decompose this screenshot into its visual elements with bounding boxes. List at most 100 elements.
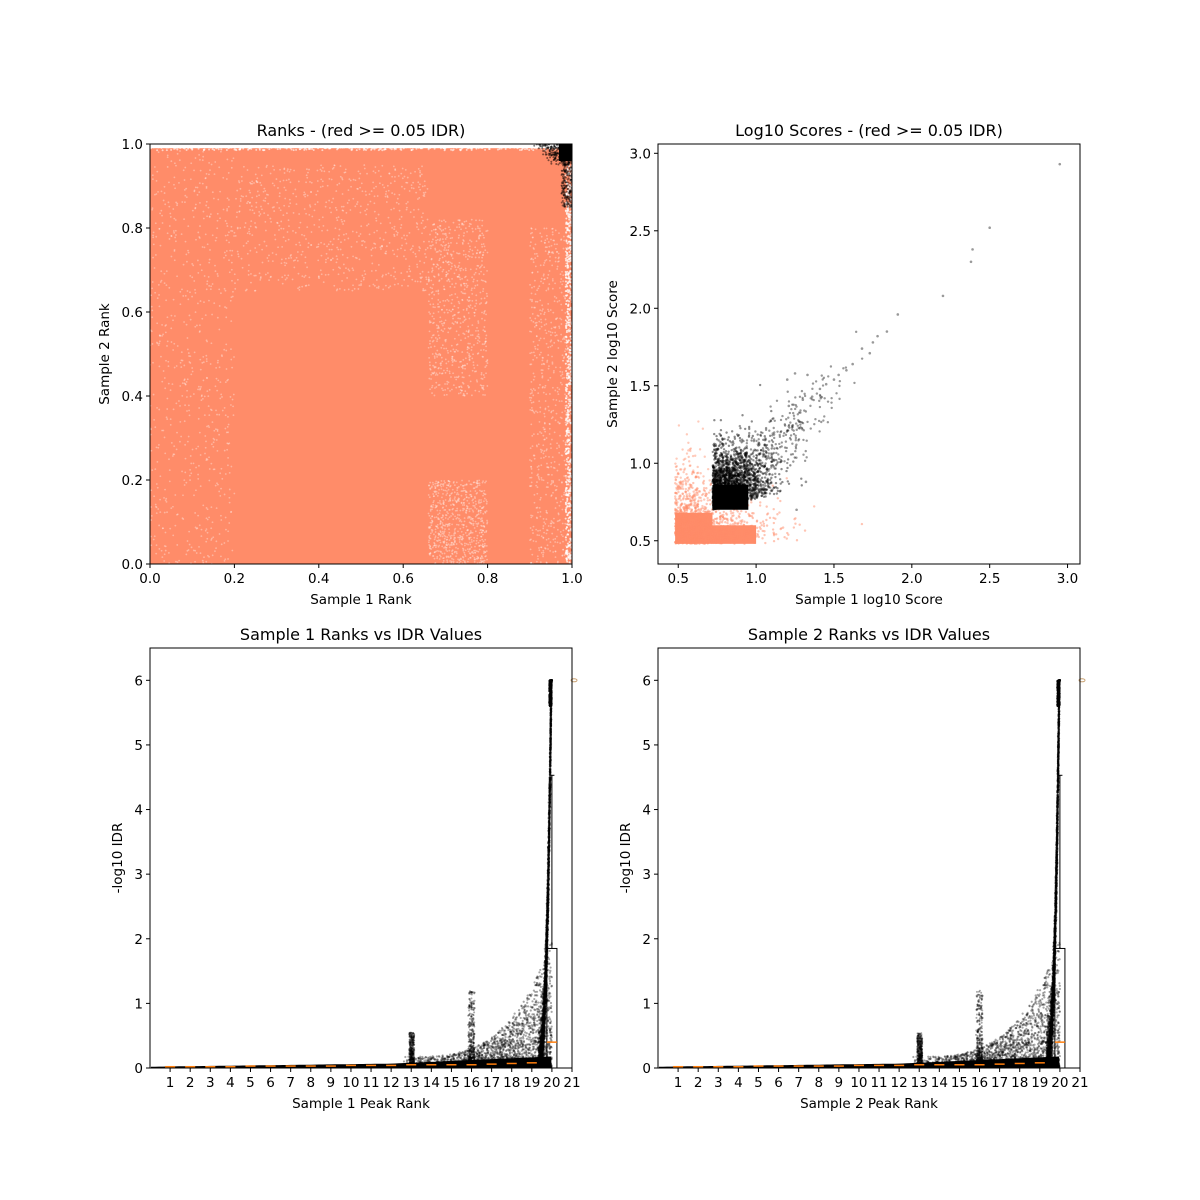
texture-point bbox=[237, 253, 240, 256]
texture-point bbox=[269, 172, 272, 175]
texture-point bbox=[198, 191, 201, 194]
texture-point bbox=[374, 243, 377, 245]
texture-point bbox=[173, 342, 176, 345]
texture-point bbox=[455, 543, 458, 545]
texture-point bbox=[438, 227, 441, 230]
texture-point bbox=[529, 392, 532, 395]
texture-point bbox=[337, 248, 340, 251]
texture-point bbox=[482, 533, 484, 536]
texture-point bbox=[322, 281, 325, 284]
texture-point bbox=[161, 334, 163, 337]
texture-point bbox=[266, 272, 269, 274]
low-idr-point bbox=[566, 146, 569, 149]
texture-point bbox=[541, 356, 544, 359]
texture-point bbox=[569, 265, 572, 268]
texture-point bbox=[452, 560, 455, 563]
texture-point bbox=[393, 207, 395, 210]
texture-point bbox=[483, 544, 486, 547]
texture-point bbox=[471, 357, 474, 360]
texture-point bbox=[173, 183, 175, 186]
texture-point bbox=[568, 463, 571, 466]
texture-point bbox=[466, 496, 468, 499]
low-idr-point bbox=[566, 174, 569, 177]
texture-point bbox=[172, 230, 175, 232]
texture-point bbox=[454, 293, 457, 295]
texture-point bbox=[236, 211, 238, 214]
texture-point bbox=[258, 243, 261, 246]
texture-point bbox=[387, 216, 390, 219]
texture-point bbox=[483, 497, 486, 500]
texture-point bbox=[436, 550, 439, 552]
texture-point bbox=[464, 367, 466, 370]
texture-point bbox=[159, 334, 161, 337]
texture-point bbox=[451, 283, 454, 286]
texture-point bbox=[419, 188, 422, 191]
texture-point bbox=[410, 148, 413, 151]
texture-point bbox=[543, 311, 546, 314]
texture-point bbox=[446, 298, 449, 301]
texture-point bbox=[236, 227, 239, 230]
texture-point bbox=[478, 337, 481, 339]
texture-point bbox=[230, 511, 232, 514]
texture-point bbox=[529, 352, 532, 355]
texture-point bbox=[532, 454, 535, 457]
texture-point bbox=[559, 317, 561, 320]
texture-point bbox=[451, 357, 453, 360]
texture-point bbox=[560, 278, 563, 280]
low-idr-point bbox=[566, 163, 569, 166]
texture-point bbox=[382, 238, 385, 241]
texture-point bbox=[465, 491, 468, 494]
texture-point bbox=[556, 541, 559, 544]
texture-point bbox=[293, 169, 295, 172]
texture-point bbox=[259, 213, 262, 215]
texture-point bbox=[207, 424, 210, 427]
texture-point bbox=[569, 441, 572, 444]
texture-point bbox=[441, 245, 444, 247]
texture-point bbox=[540, 551, 543, 554]
texture-point bbox=[555, 497, 557, 500]
texture-point bbox=[473, 549, 475, 552]
texture-point bbox=[566, 420, 569, 423]
texture-point bbox=[292, 146, 295, 149]
texture-point bbox=[271, 182, 274, 185]
texture-point bbox=[223, 559, 226, 562]
texture-point bbox=[382, 288, 385, 291]
texture-point bbox=[468, 352, 471, 355]
texture-point bbox=[205, 506, 208, 509]
texture-point bbox=[451, 552, 453, 555]
texture-point bbox=[435, 239, 438, 242]
texture-point bbox=[433, 357, 436, 359]
texture-point bbox=[464, 267, 467, 270]
texture-point bbox=[371, 262, 374, 265]
texture-point bbox=[569, 284, 572, 287]
texture-point bbox=[530, 330, 533, 333]
texture-point bbox=[159, 212, 162, 215]
texture-point bbox=[430, 258, 433, 261]
texture-point bbox=[433, 276, 436, 278]
texture-point bbox=[282, 179, 285, 182]
texture-point bbox=[385, 245, 388, 248]
texture-point bbox=[229, 396, 232, 398]
texture-point bbox=[239, 197, 242, 200]
texture-point bbox=[548, 422, 551, 425]
texture-point bbox=[451, 257, 454, 260]
texture-point bbox=[373, 144, 376, 147]
low-idr-point bbox=[564, 195, 567, 198]
texture-point bbox=[397, 202, 400, 205]
texture-point bbox=[166, 408, 169, 410]
texture-point bbox=[238, 181, 241, 184]
texture-point bbox=[343, 220, 346, 222]
texture-point bbox=[214, 264, 216, 267]
texture-point bbox=[175, 164, 177, 167]
texture-point bbox=[479, 509, 482, 512]
texture-point bbox=[299, 244, 302, 247]
texture-point bbox=[361, 244, 364, 247]
texture-point bbox=[263, 212, 266, 214]
texture-point bbox=[445, 504, 448, 507]
texture-point bbox=[560, 303, 563, 306]
texture-point bbox=[555, 297, 558, 299]
texture-point bbox=[432, 493, 435, 495]
texture-point bbox=[567, 382, 570, 385]
texture-point bbox=[162, 527, 164, 530]
